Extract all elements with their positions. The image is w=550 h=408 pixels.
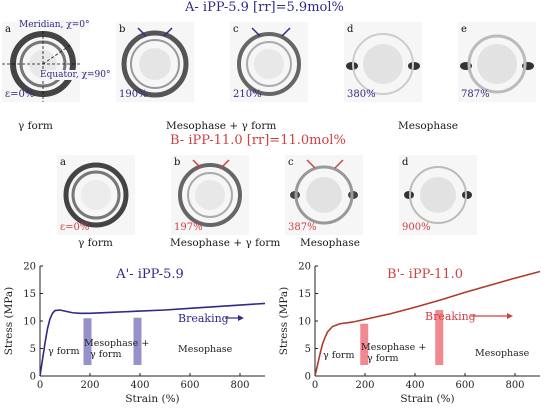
panel-strain: 190% bbox=[119, 89, 148, 100]
region-mixed-label: Mesophase + bbox=[84, 338, 149, 349]
y-tick-label: 0 bbox=[305, 372, 311, 383]
x-tick-label: 0 bbox=[37, 380, 43, 391]
row-b-title: B- iPP-11.0 [rr]=11.0mol% bbox=[170, 133, 346, 148]
x-tick-label: 200 bbox=[355, 380, 374, 391]
caption-mixed-b: Mesophase + γ form bbox=[170, 237, 281, 249]
ring-pattern bbox=[460, 34, 534, 94]
panel-letter: a bbox=[5, 24, 11, 35]
pattern-b-c: c 387% bbox=[285, 155, 363, 235]
region-mixed-label: Mesophase + bbox=[361, 342, 426, 353]
transition-marker bbox=[360, 323, 369, 365]
x-tick-label: 0 bbox=[312, 380, 318, 391]
x-tick-label: 600 bbox=[455, 380, 474, 391]
caption-mixed-a: Mesophase + γ form bbox=[166, 120, 277, 132]
panel-strain: 387% bbox=[288, 222, 317, 233]
stress-strain-curve bbox=[39, 302, 266, 377]
panel-letter: b bbox=[174, 157, 181, 168]
ring-pattern bbox=[237, 27, 301, 96]
pattern-b-a: a ε=0% bbox=[57, 155, 135, 235]
panel-strain: ε=0% bbox=[5, 89, 35, 100]
ring-pattern bbox=[290, 159, 358, 225]
region-meso-label: Mesophase bbox=[475, 348, 530, 359]
y-tick-label: 10 bbox=[298, 317, 311, 328]
ring-pattern bbox=[346, 33, 420, 95]
y-tick-label: 20 bbox=[23, 262, 36, 273]
pattern-a-e: e 787% bbox=[458, 22, 536, 102]
panel-strain: 900% bbox=[402, 222, 431, 233]
region-gamma-label: γ form bbox=[323, 350, 354, 361]
panel-strain: 197% bbox=[174, 222, 203, 233]
panel-letter: c bbox=[233, 24, 239, 35]
equator-label: Equator, χ=90° bbox=[40, 70, 111, 80]
panel-strain: 787% bbox=[461, 89, 490, 100]
x-tick-label: 800 bbox=[230, 380, 249, 391]
panel-strain: 380% bbox=[347, 89, 376, 100]
row-a-title: A- iPP-5.9 [rr]=5.9mol% bbox=[185, 0, 344, 15]
transition-marker bbox=[435, 310, 444, 365]
x-tick-label: 200 bbox=[80, 380, 99, 391]
y-tick-label: 20 bbox=[298, 262, 311, 273]
region-meso-label: Mesophase bbox=[178, 344, 233, 355]
y-axis-label: Stress (MPa) bbox=[3, 287, 15, 356]
x-axis-label: Strain (%) bbox=[400, 393, 454, 405]
breaking-label: Breaking bbox=[425, 310, 476, 323]
panel-letter: c bbox=[288, 157, 294, 168]
y-tick-label: 0 bbox=[30, 372, 36, 383]
caption-meso-b: Mesophase bbox=[300, 237, 361, 249]
x-tick-label: 800 bbox=[505, 380, 524, 391]
y-tick-label: 10 bbox=[23, 317, 36, 328]
y-tick-label: 5 bbox=[305, 344, 311, 355]
chart-title: B'- iPP-11.0 bbox=[387, 267, 463, 282]
pattern-a-a: a ε=0% bbox=[2, 22, 80, 102]
panel-letter: d bbox=[402, 157, 409, 168]
x-tick-label: 400 bbox=[405, 380, 424, 391]
x-tick-label: 600 bbox=[180, 380, 199, 391]
caption-meso-a: Mesophase bbox=[398, 120, 459, 132]
arrow-head-icon bbox=[507, 313, 513, 319]
caption-gamma-b: γ form bbox=[78, 237, 113, 249]
transition-marker bbox=[133, 317, 142, 365]
stress-strain-curve bbox=[314, 270, 541, 377]
x-axis-label: Strain (%) bbox=[125, 393, 179, 405]
y-tick-label: 15 bbox=[23, 289, 36, 300]
pattern-a-d: d 380% bbox=[344, 22, 422, 102]
pattern-a-c: c 210% bbox=[230, 22, 308, 102]
ring-pattern bbox=[121, 27, 189, 98]
ring-pattern bbox=[404, 166, 472, 224]
pattern-b-b: b 197% bbox=[171, 155, 249, 235]
y-axis-label: Stress (MPa) bbox=[278, 287, 290, 356]
chart-title: A'- iPP-5.9 bbox=[115, 267, 184, 282]
panel-letter: d bbox=[347, 24, 354, 35]
transition-marker bbox=[83, 318, 92, 365]
ring-pattern bbox=[178, 159, 242, 227]
ring-pattern bbox=[63, 162, 129, 228]
panel-letter: b bbox=[119, 24, 126, 35]
panel-strain: ε=0% bbox=[60, 222, 90, 233]
breaking-label: Breaking bbox=[178, 312, 229, 325]
region-mixed-label-2: γ form bbox=[367, 353, 398, 364]
pattern-b-d: d 900% bbox=[399, 155, 477, 235]
panel-strain: 210% bbox=[233, 89, 262, 100]
y-tick-label: 5 bbox=[30, 344, 36, 355]
panel-letter: a bbox=[60, 157, 66, 168]
pattern-a-b: b 190% bbox=[116, 22, 194, 102]
region-mixed-label-2: γ form bbox=[90, 349, 121, 360]
caption-gamma-a: γ form bbox=[18, 120, 53, 132]
x-tick-label: 400 bbox=[130, 380, 149, 391]
region-gamma-label: γ form bbox=[48, 346, 79, 357]
y-tick-label: 15 bbox=[298, 289, 311, 300]
meridian-label: Meridian, χ=0° bbox=[19, 20, 90, 30]
panel-letter: e bbox=[461, 24, 467, 35]
arrow-head-icon bbox=[238, 315, 244, 321]
